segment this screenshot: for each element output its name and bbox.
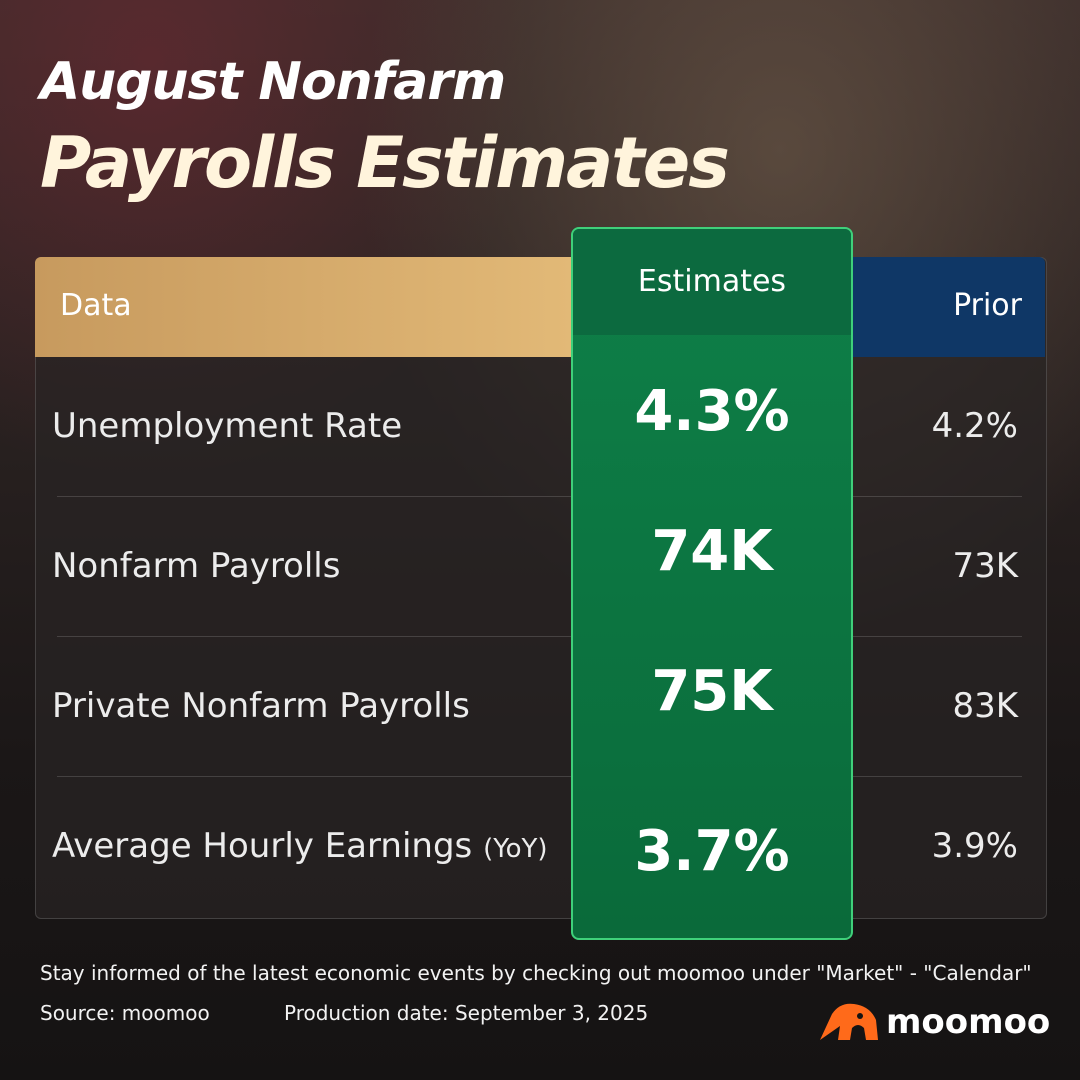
note: Stay informed of the latest economic eve…: [40, 961, 1032, 985]
production-date: Production date: September 3, 2025: [284, 1001, 649, 1025]
label-qualifier: (YoY): [483, 834, 548, 864]
brand-logo: [820, 1003, 878, 1040]
label-text: Nonfarm Payrolls: [52, 546, 341, 586]
header-cell: [35, 257, 572, 357]
label-text: Average Hourly Earnings: [52, 826, 473, 866]
row-label: Nonfarm Payrolls: [52, 546, 340, 586]
label-text: Private Nonfarm Payrolls: [52, 686, 470, 726]
header-text: Prior: [953, 288, 1022, 323]
header-cell: [853, 257, 1045, 357]
estimate-value: 3.7%: [634, 819, 790, 884]
table-panel: [35, 257, 1047, 919]
row-separator: [57, 776, 1022, 777]
estimate-value: 4.3%: [634, 379, 790, 444]
brand-name: moomoo: [886, 1002, 1051, 1042]
row-label: Unemployment Rate: [52, 406, 402, 446]
prior-value: 4.2%: [931, 406, 1018, 446]
prior-value: 83K: [952, 686, 1018, 726]
estimates-header: [573, 229, 851, 335]
title-line2: Payrolls Estimates: [40, 122, 730, 204]
row-label: Private Nonfarm Payrolls: [52, 686, 470, 726]
estimate-value: 74K: [651, 519, 773, 584]
title-line1: August Nonfarm: [40, 52, 506, 112]
row-separator: [57, 496, 1022, 497]
source: Source: moomoo: [40, 1001, 210, 1025]
prior-value: 3.9%: [931, 826, 1018, 866]
row-separator: [57, 636, 1022, 637]
header-text: Data: [60, 288, 132, 323]
estimates-column: [571, 227, 853, 940]
label-text: Unemployment Rate: [52, 406, 403, 446]
row-label: Average Hourly Earnings (YoY): [52, 826, 548, 866]
estimate-value: 75K: [651, 659, 773, 724]
header-text: Estimates: [637, 264, 787, 299]
prior-value: 73K: [952, 546, 1018, 586]
